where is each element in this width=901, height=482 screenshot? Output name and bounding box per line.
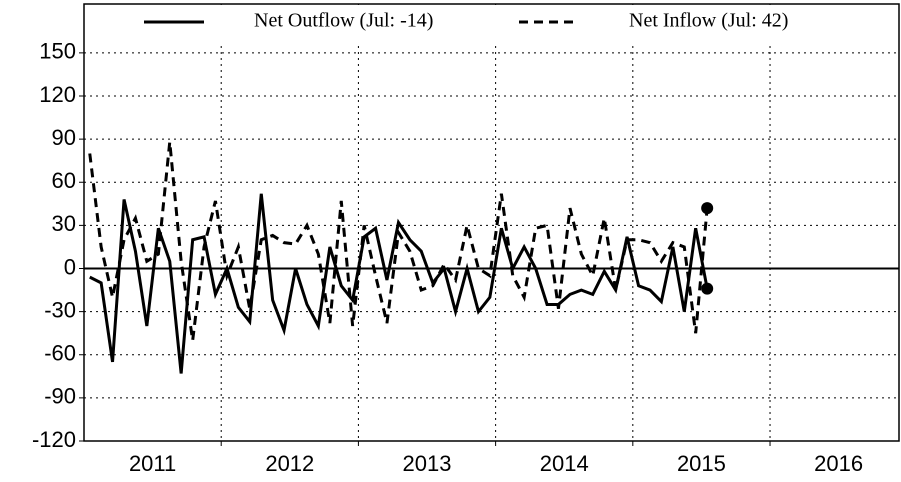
- y-tick-label: -30: [44, 297, 76, 322]
- y-tick-label: -120: [32, 427, 76, 452]
- x-tick-label: 2013: [403, 451, 452, 476]
- x-tick-label: 2014: [540, 451, 589, 476]
- legend-label: Net Outflow (Jul: -14): [254, 10, 433, 32]
- x-tick-label: 2011: [129, 451, 176, 476]
- y-tick-label: 120: [39, 82, 76, 107]
- y-tick-label: 90: [52, 125, 76, 150]
- x-tick-label: 2016: [814, 451, 863, 476]
- y-tick-label: 0: [64, 254, 76, 279]
- y-tick-label: 60: [52, 168, 76, 193]
- plot-frame: [83, 3, 900, 442]
- y-tick-label: 150: [39, 39, 76, 64]
- series-line: [88, 141, 709, 341]
- series-line: [89, 193, 709, 374]
- y-tick-label: -90: [44, 384, 76, 409]
- y-tick-label: 30: [52, 211, 76, 236]
- legend-label: Net Inflow (Jul: 42): [629, 10, 788, 32]
- x-tick-label: 2015: [677, 451, 726, 476]
- end-marker: [701, 202, 714, 215]
- x-tick-label: 2012: [265, 451, 314, 476]
- legend: [85, 5, 898, 43]
- y-tick-label: -60: [44, 341, 76, 366]
- end-marker: [701, 282, 714, 295]
